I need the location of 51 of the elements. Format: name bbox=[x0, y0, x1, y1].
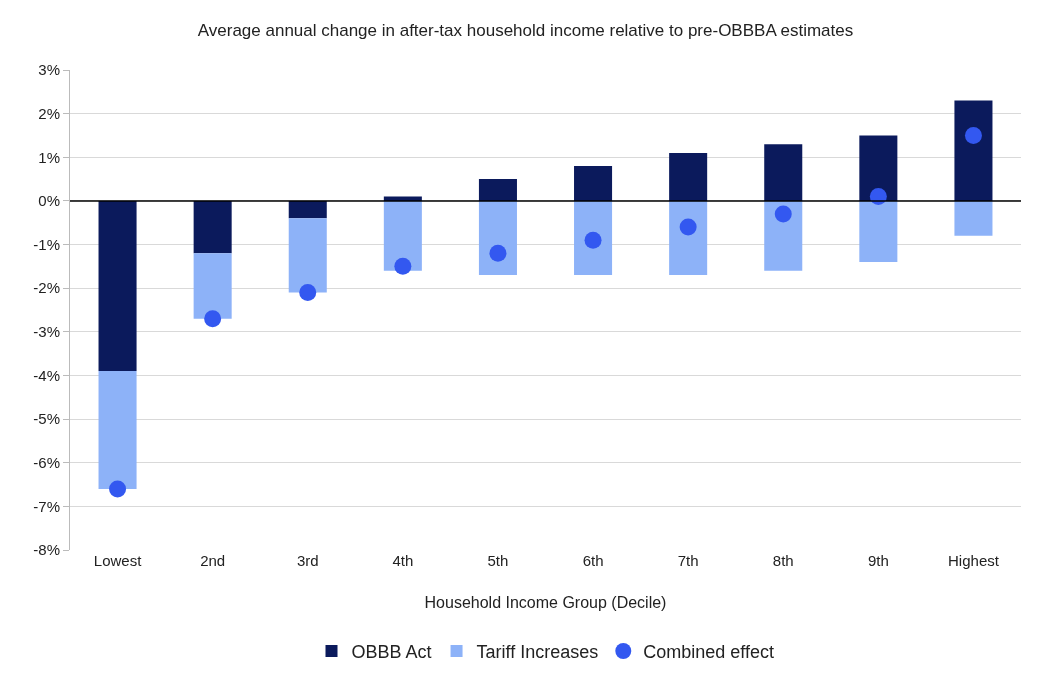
point bbox=[679, 218, 697, 236]
x-tick-label: 3rd bbox=[296, 552, 319, 569]
point bbox=[204, 310, 222, 328]
y-tick-label: -8% bbox=[33, 541, 60, 559]
bar bbox=[764, 144, 803, 201]
x-tick-label: 4th bbox=[392, 552, 414, 569]
x-axis-title: Household Income Group (Decile) bbox=[424, 594, 667, 611]
y-tick-label: -3% bbox=[33, 323, 60, 341]
bar bbox=[193, 200, 232, 254]
x-tick-label: 6th bbox=[582, 552, 604, 569]
legend-label: Combined effect bbox=[643, 641, 775, 662]
y-tick-label: -6% bbox=[33, 453, 60, 471]
point bbox=[964, 126, 982, 144]
point bbox=[584, 231, 602, 249]
y-tick-label: 1% bbox=[38, 148, 60, 166]
x-tick-label: 2nd bbox=[200, 552, 226, 569]
y-tick-label: 2% bbox=[38, 104, 60, 122]
legend-label: OBBB Act bbox=[351, 641, 432, 662]
x-tick-label: 8th bbox=[772, 552, 794, 569]
x-tick-label: Lowest bbox=[93, 552, 143, 569]
bar bbox=[859, 200, 898, 262]
point bbox=[394, 257, 412, 275]
bar bbox=[383, 200, 422, 271]
y-tick-label: -5% bbox=[33, 410, 60, 428]
bar bbox=[98, 371, 137, 489]
y-tick-label: -2% bbox=[33, 279, 60, 297]
chart-title: Average annual change in after-tax household income relative to pre-OBBBA estimates bbox=[197, 20, 854, 40]
point bbox=[299, 284, 317, 302]
y-tick-label: -4% bbox=[33, 366, 60, 384]
x-tick-label: 7th bbox=[677, 552, 699, 569]
x-tick-label: 9th bbox=[867, 552, 889, 569]
point bbox=[774, 205, 792, 223]
legend-label: Tariff Increases bbox=[476, 641, 599, 662]
bar bbox=[193, 253, 232, 319]
bar bbox=[478, 179, 517, 201]
bar bbox=[288, 218, 327, 293]
y-tick-label: 3% bbox=[38, 61, 60, 79]
bar bbox=[859, 135, 898, 201]
bar bbox=[669, 152, 708, 201]
bar bbox=[98, 200, 137, 372]
bar bbox=[288, 200, 327, 219]
bar bbox=[954, 100, 993, 201]
bar bbox=[954, 200, 993, 236]
point bbox=[489, 244, 507, 262]
point bbox=[109, 480, 127, 498]
y-tick-label: -7% bbox=[33, 497, 60, 515]
y-tick-label: 0% bbox=[38, 192, 60, 210]
x-tick-label: Highest bbox=[948, 552, 1000, 569]
y-tick-label: -1% bbox=[33, 235, 60, 253]
bar bbox=[574, 166, 613, 201]
x-tick-label: 5th bbox=[487, 552, 509, 569]
